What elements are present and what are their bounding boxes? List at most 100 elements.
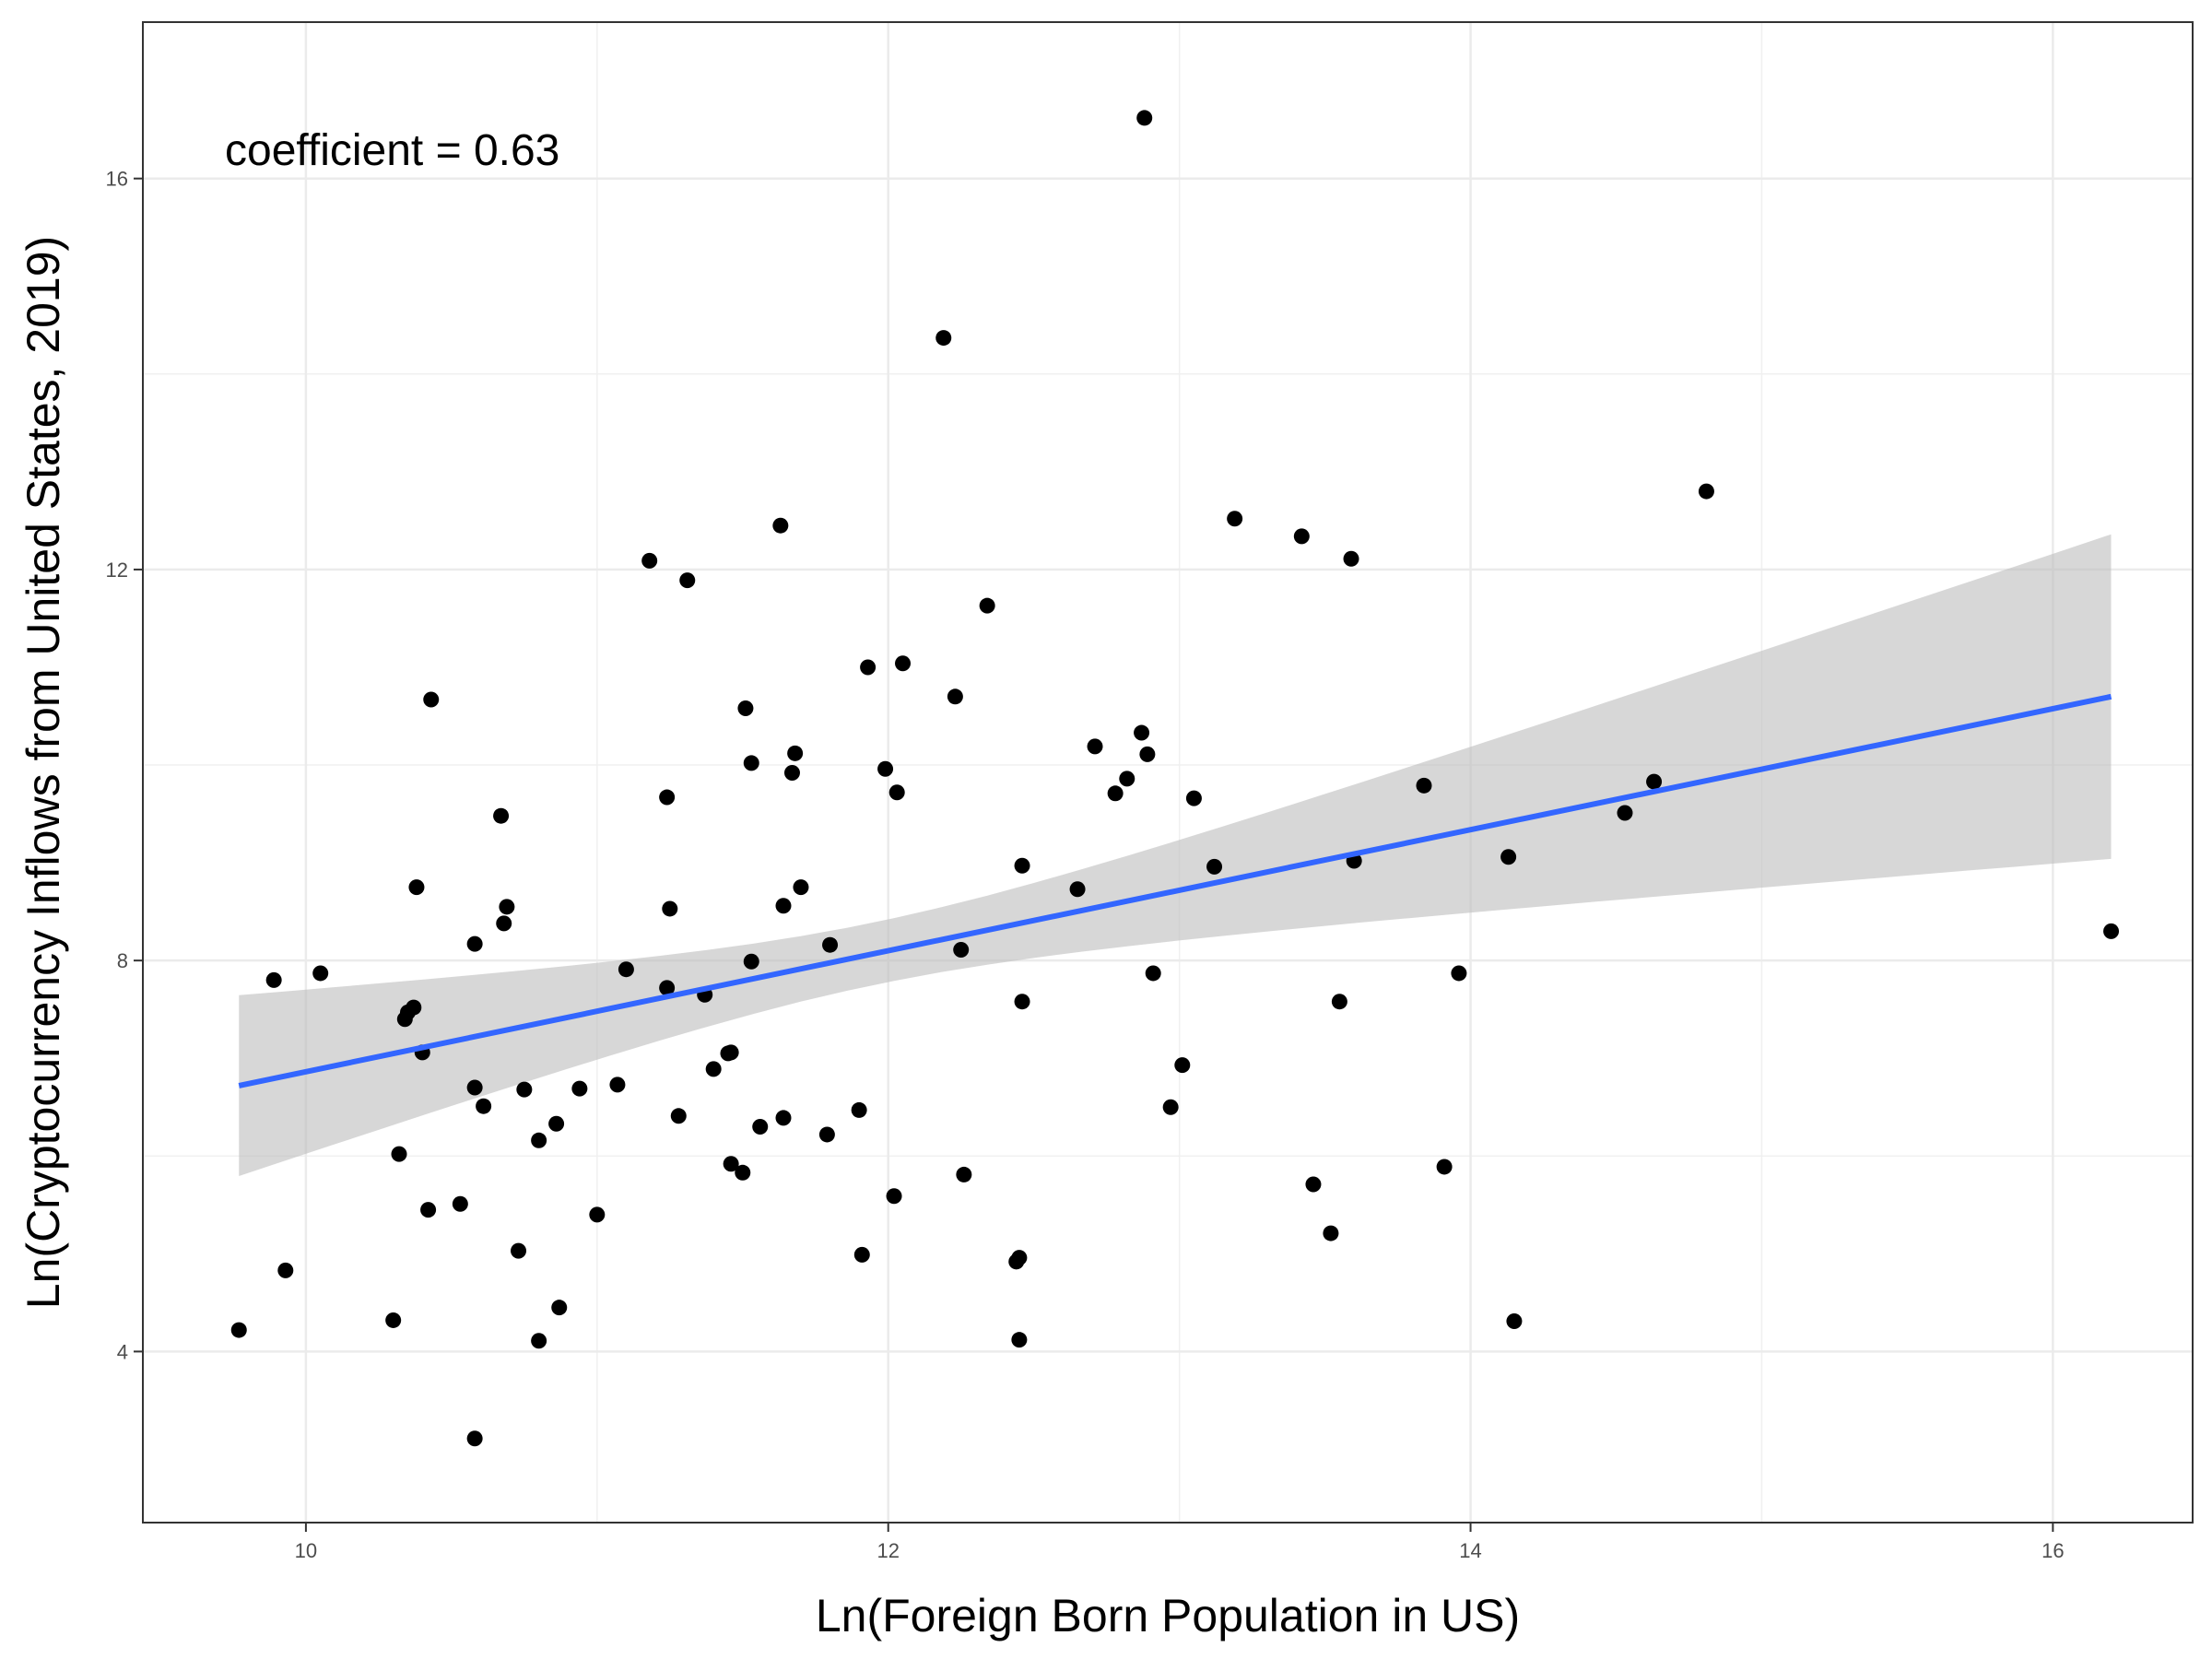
data-point	[743, 755, 759, 771]
y-tick-label: 16	[106, 168, 128, 191]
data-point	[1436, 1159, 1453, 1175]
data-point	[609, 1077, 626, 1093]
data-point	[2103, 923, 2120, 939]
data-point	[531, 1333, 547, 1349]
data-point	[1185, 790, 1202, 806]
data-point	[851, 1101, 867, 1118]
data-point	[775, 898, 792, 914]
data-point	[230, 1322, 247, 1338]
data-point	[1136, 110, 1153, 126]
data-point	[1014, 994, 1030, 1010]
data-point	[752, 1118, 769, 1135]
data-point	[1014, 857, 1030, 874]
data-point	[787, 745, 804, 761]
data-point	[385, 1312, 402, 1328]
data-point	[496, 915, 512, 932]
data-point	[511, 1242, 527, 1259]
regression-line	[238, 693, 2112, 1088]
data-point	[1119, 771, 1135, 787]
data-point	[466, 1079, 483, 1096]
data-point	[743, 953, 759, 970]
data-point	[1343, 550, 1359, 567]
data-point	[775, 1110, 792, 1126]
x-tick-label: 10	[295, 1539, 317, 1562]
data-point	[1145, 965, 1161, 982]
data-point	[1293, 528, 1310, 545]
data-point	[1323, 1225, 1339, 1241]
data-point	[265, 971, 282, 988]
data-point	[659, 789, 676, 806]
panel-border	[142, 21, 2194, 1524]
y-tick-label: 12	[106, 559, 128, 582]
data-point	[571, 1080, 588, 1097]
data-point	[877, 760, 894, 777]
data-point	[886, 1188, 902, 1205]
data-point	[391, 1146, 407, 1162]
data-point	[888, 784, 905, 801]
data-point	[679, 572, 696, 589]
y-axis-ticks: 4 8 12 16	[106, 168, 143, 1363]
data-point	[1698, 483, 1714, 500]
data-point	[772, 517, 789, 534]
data-point	[723, 1044, 739, 1061]
data-point	[466, 1430, 483, 1447]
data-point	[516, 1081, 533, 1098]
data-point	[493, 807, 510, 824]
data-point	[1500, 849, 1517, 865]
data-point	[737, 700, 754, 717]
confidence-band	[239, 534, 2112, 1176]
data-point	[853, 1246, 870, 1263]
data-point	[735, 1164, 751, 1181]
y-axis-title: Ln(Cryptocurrency Inflows from United St…	[18, 236, 69, 1309]
x-axis-title: Ln(Foreign Born Population in US)	[816, 1590, 1520, 1641]
data-point	[476, 1098, 492, 1114]
data-point	[408, 879, 425, 896]
data-point	[783, 765, 800, 782]
data-point	[1174, 1057, 1191, 1074]
y-tick-label: 4	[117, 1340, 128, 1363]
data-point	[953, 941, 970, 958]
data-point	[1107, 785, 1124, 802]
coefficient-annotation: coefficient = 0.63	[225, 126, 559, 175]
data-point	[1139, 746, 1156, 762]
x-tick-label: 14	[1459, 1539, 1481, 1562]
data-point	[979, 597, 995, 614]
data-point	[705, 1061, 722, 1077]
x-tick-label: 12	[877, 1539, 899, 1562]
data-point	[818, 1126, 835, 1143]
data-point	[420, 1202, 437, 1218]
data-point	[1011, 1250, 1028, 1266]
x-tick-label: 16	[2041, 1539, 2064, 1562]
data-point	[1087, 738, 1103, 755]
data-point	[312, 965, 329, 982]
data-point	[1227, 511, 1243, 527]
data-point	[551, 1300, 568, 1316]
data-point	[659, 980, 676, 996]
data-point	[423, 691, 440, 708]
data-point	[1416, 777, 1432, 794]
data-point	[1162, 1099, 1179, 1115]
data-point	[1011, 1332, 1028, 1348]
data-point	[548, 1115, 565, 1132]
data-point	[277, 1262, 294, 1278]
data-point	[1451, 965, 1467, 982]
data-point	[1646, 773, 1663, 790]
data-points	[230, 110, 2120, 1447]
data-point	[662, 900, 678, 917]
y-tick-label: 8	[117, 949, 128, 972]
data-point	[1305, 1176, 1322, 1193]
data-point	[860, 659, 877, 676]
data-point	[723, 1156, 739, 1172]
data-point	[822, 936, 839, 953]
data-point	[531, 1132, 547, 1148]
data-point	[1506, 1313, 1523, 1330]
data-point	[947, 688, 963, 705]
data-point	[466, 935, 483, 952]
data-point	[1069, 881, 1086, 898]
data-point	[406, 999, 422, 1016]
data-point	[670, 1108, 687, 1124]
data-point	[641, 552, 658, 569]
x-axis-ticks: 10 12 14 16	[295, 1523, 2065, 1562]
data-point	[618, 961, 634, 978]
